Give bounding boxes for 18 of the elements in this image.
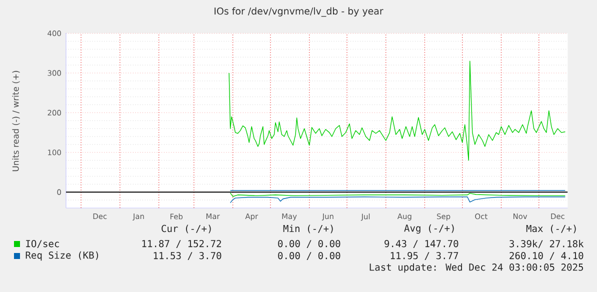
text: 11.95 / 3.77 [390,252,458,260]
legend-label: IO/sec [26,240,59,248]
text: 0.00 / 0.00 [278,252,340,260]
line-series [228,60,566,161]
text: 11.53 / 3.70 [154,252,222,260]
text: Min (-/+) [283,224,333,234]
text: Last update: Wed Dec 24 03:00:05 2025 [370,263,584,273]
text: 260.10 / 4.10 [510,252,584,260]
text: Cur (-/+) [162,224,211,234]
text: 3.39k/ 27.18k [510,240,584,248]
y-axis-title: Units read (-) / write (+) [12,70,20,172]
chart-title: IOs for /dev/vgnvme/lv_db - by year [214,7,384,17]
text: Max (-/+) [526,224,576,234]
text: 9.43 / 147.70 [384,240,458,248]
text: Avg (-/+) [404,224,454,234]
legend-label: Req Size (KB) [26,251,98,261]
text: 11.87 / 152.72 [142,240,221,248]
text: 0.00 / 0.00 [278,240,340,248]
